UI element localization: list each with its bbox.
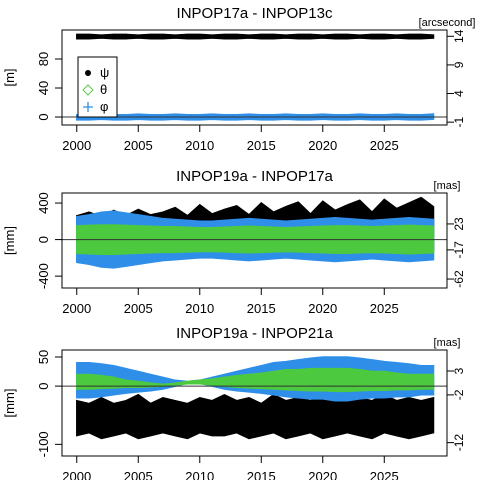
x-tick-label: 2025 [370,469,399,480]
x-tick-label: 2015 [247,138,276,153]
y-axis-label: [m] [2,68,17,86]
x-tick-label: 2020 [308,138,337,153]
y2-tick-label: -62 [452,270,466,288]
legend-label: ψ [100,65,109,80]
x-tick-label: 2015 [247,469,276,480]
y-tick-label: 80 [36,52,51,66]
x-tick-label: 2020 [308,469,337,480]
x-tick-label: 2000 [62,469,91,480]
y2-tick-label: 4 [452,90,466,97]
y-tick-label: 0 [36,113,51,120]
y-tick-label: -100 [36,431,51,457]
y2-tick-label: -1 [452,116,466,127]
panel-title: INPOP17a - INPOP13c [177,5,333,22]
x-tick-label: 2020 [308,301,337,316]
x-tick-label: 2025 [370,138,399,153]
plot-frame [61,192,448,289]
panel-title: INPOP19a - INPOP17a [176,168,333,185]
y-axis-label: [mm] [2,389,17,418]
legend-marker [82,84,94,96]
y-tick-label: 0 [36,382,51,389]
y2-tick-label: 3 [452,367,466,374]
x-tick-label: 2015 [247,301,276,316]
y2-axis-label: [mas] [434,180,461,192]
y2-tick-label: 9 [452,61,466,68]
x-tick-label: 2010 [185,138,214,153]
y2-tick-label: -2 [452,389,466,400]
y-tick-label: 40 [36,81,51,95]
y-tick-label: 0 [36,236,51,243]
y-tick-label: 400 [36,192,51,214]
legend-label: φ [100,99,108,114]
y2-axis-label: [arcsecond] [419,17,476,29]
plot-frame [61,29,448,126]
x-tick-label: 2010 [185,301,214,316]
y2-tick-label: -12 [452,434,466,452]
x-tick-label: 2005 [124,301,153,316]
band [76,393,435,440]
x-tick-label: 2005 [124,469,153,480]
y2-tick-label: 23 [452,217,466,231]
x-tick-label: 2025 [370,301,399,316]
y2-tick-label: -17 [452,241,466,259]
y-tick-label: 50 [36,350,51,364]
x-tick-label: 2000 [62,301,91,316]
legend-label: θ [100,82,107,97]
panel-title: INPOP19a - INPOP21a [176,325,333,342]
x-tick-label: 2000 [62,138,91,153]
legend-marker [85,70,91,76]
y-axis-label: [mm] [2,226,17,255]
x-tick-label: 2005 [124,138,153,153]
plot-frame [61,349,448,457]
y2-axis-label: [mas] [434,337,461,349]
legend-marker [83,102,93,112]
x-tick-label: 2010 [185,469,214,480]
legend-box [77,56,118,118]
y2-tick-label: 14 [452,29,466,43]
band [76,33,435,40]
y-tick-label: -400 [36,263,51,289]
